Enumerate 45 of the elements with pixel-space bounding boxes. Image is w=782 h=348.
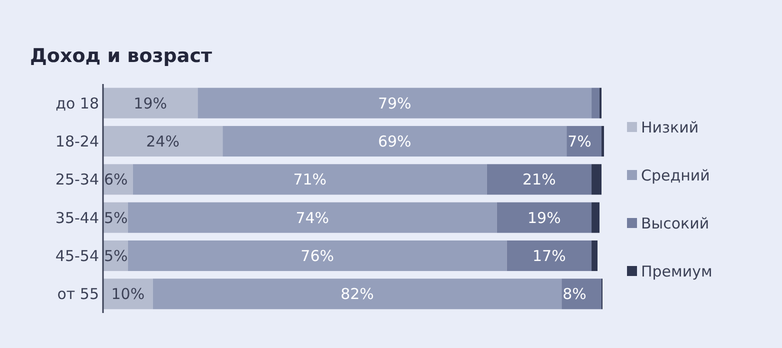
bar	[103, 126, 223, 157]
data-label: 10%	[111, 285, 145, 304]
bar	[486, 164, 592, 195]
legend-label: Средний	[641, 166, 710, 184]
y-tick-label: 18-24	[55, 132, 99, 150]
data-label: 74%	[296, 208, 330, 227]
bar	[592, 164, 602, 195]
data-label: 8%	[562, 285, 586, 304]
legend-label: Высокий	[641, 214, 710, 232]
data-label: 82%	[340, 285, 374, 304]
bar	[562, 278, 602, 310]
bar	[128, 240, 507, 272]
bar	[103, 88, 198, 118]
bar	[198, 88, 592, 118]
legend-label: Премиум	[641, 262, 712, 280]
data-label: 69%	[378, 132, 412, 150]
chart-title: Доход и возраст	[30, 45, 212, 67]
data-label: 19%	[134, 94, 168, 112]
data-label: 21%	[522, 170, 556, 189]
bar	[222, 126, 567, 157]
legend-label: Низкий	[641, 118, 699, 136]
bar	[592, 88, 600, 118]
data-label: 24%	[146, 132, 180, 150]
bar	[592, 202, 600, 233]
bar	[496, 202, 592, 233]
bar	[506, 240, 592, 272]
data-label: 71%	[293, 170, 327, 189]
data-label: 6%	[104, 170, 128, 189]
data-label: 7%	[568, 132, 592, 150]
bar	[132, 164, 487, 195]
data-label: 5%	[104, 208, 128, 227]
y-tick-label: 35-44	[55, 208, 99, 227]
bar	[128, 202, 497, 233]
y-tick-label: от 55	[57, 285, 99, 304]
data-label: 19%	[528, 208, 561, 227]
data-label: 5%	[104, 247, 128, 265]
y-tick-label: 25-34	[55, 170, 99, 189]
data-label: 79%	[378, 94, 412, 112]
bar	[566, 126, 602, 157]
y-tick-label: 45-54	[55, 247, 99, 265]
bar	[152, 278, 562, 310]
bar	[592, 240, 598, 272]
y-tick-label: до 18	[56, 94, 99, 112]
data-label: 17%	[532, 247, 566, 265]
data-label: 76%	[300, 247, 334, 265]
